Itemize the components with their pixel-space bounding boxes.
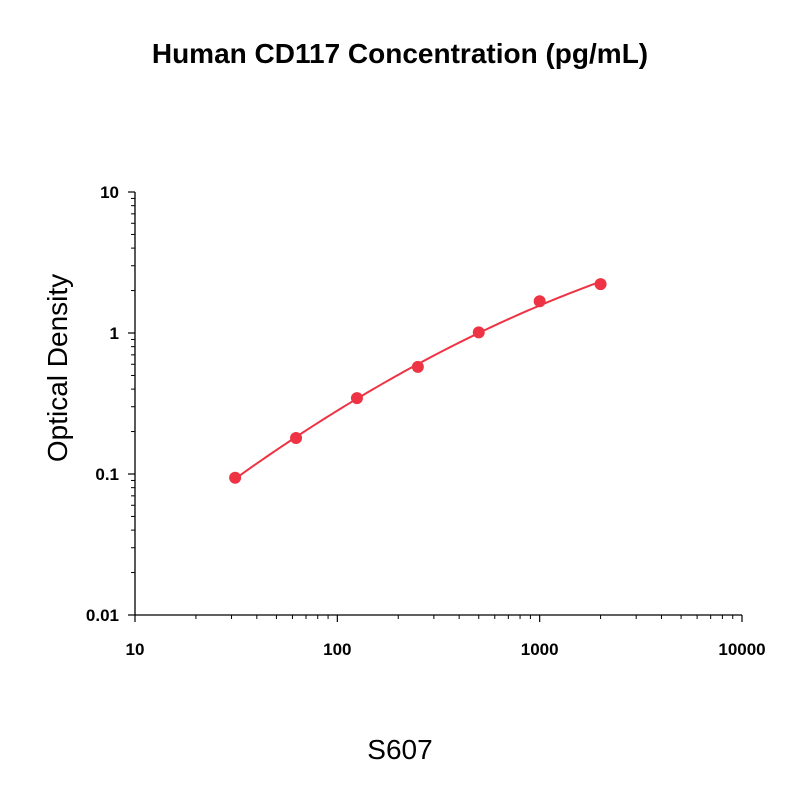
data-point xyxy=(350,392,363,405)
data-point xyxy=(594,278,607,291)
data-point xyxy=(533,295,546,308)
y-tick-label: 10 xyxy=(100,183,119,202)
fit-curve xyxy=(234,280,601,480)
ticks xyxy=(128,191,743,622)
data-point xyxy=(472,326,485,339)
axes xyxy=(134,192,742,616)
tick-labels: 10 100 1000 10000 10 1 0.1 0.01 xyxy=(86,183,766,659)
y-tick-label: 1 xyxy=(110,324,119,343)
caption: S607 xyxy=(367,734,433,765)
data-point xyxy=(411,360,424,373)
fit-curve-group xyxy=(234,280,601,480)
x-tick-label: 10 xyxy=(126,640,145,659)
chart-title: Human CD117 Concentration (pg/mL) xyxy=(151,38,649,69)
data-point xyxy=(229,471,242,484)
data-point xyxy=(290,432,303,445)
x-tick-label: 10000 xyxy=(718,640,765,659)
x-tick-label: 100 xyxy=(323,640,351,659)
x-tick-label: 1000 xyxy=(521,640,559,659)
data-points xyxy=(229,278,607,484)
y-tick-label: 0.01 xyxy=(86,606,119,625)
y-tick-label: 0.1 xyxy=(95,465,119,484)
